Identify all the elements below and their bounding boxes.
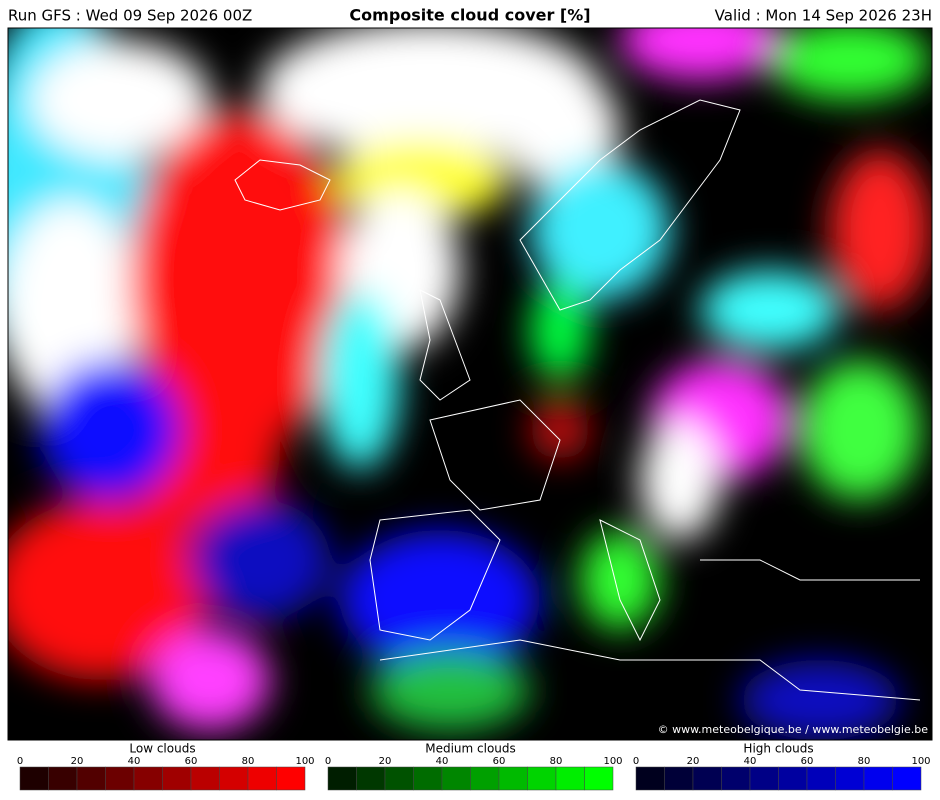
legend-swatch <box>584 766 614 791</box>
legend-swatch <box>19 766 49 791</box>
legend-swatch <box>384 766 414 791</box>
legend-tick-label: 60 <box>801 756 814 767</box>
legend-tick-label: 100 <box>295 756 314 767</box>
legend-swatch <box>498 766 528 791</box>
legend-swatch <box>441 766 471 791</box>
legend-tick-label: 40 <box>128 756 141 767</box>
credit: © www.meteobelgique.be / www.meteobelgie… <box>658 723 929 736</box>
legend-swatch <box>892 766 922 791</box>
legend-title: Low clouds <box>129 742 195 756</box>
legend-tick-label: 0 <box>325 756 331 767</box>
legend-tick-label: 0 <box>633 756 639 767</box>
legend-tick-label: 80 <box>550 756 563 767</box>
legend-swatch <box>133 766 163 791</box>
legend-swatch <box>190 766 220 791</box>
legend-tick-label: 60 <box>185 756 198 767</box>
map-frame <box>7 27 933 741</box>
legend-swatch <box>247 766 277 791</box>
cloud-map <box>8 28 932 740</box>
legend-swatch <box>835 766 865 791</box>
legends: Low clouds 0 20 40 60 80 100 Medium clouds 0 20 40… <box>17 742 931 791</box>
legend-title: Medium clouds <box>425 742 516 756</box>
legend-swatch <box>327 766 357 791</box>
legend-tick-label: 20 <box>687 756 700 767</box>
legend-tick-label: 100 <box>603 756 622 767</box>
legend-swatch <box>48 766 78 791</box>
legend-tick-label: 20 <box>379 756 392 767</box>
legend-tick-label: 60 <box>493 756 506 767</box>
legend-swatch <box>470 766 500 791</box>
legend-swatch <box>162 766 192 791</box>
legend-swatch <box>527 766 557 791</box>
legend-swatch <box>664 766 694 791</box>
legend-swatch <box>413 766 443 791</box>
legend-swatch <box>778 766 808 791</box>
run-info: Run GFS : Wed 09 Sep 2026 00Z <box>8 7 252 25</box>
legend-swatch <box>356 766 386 791</box>
legend-tick-label: 40 <box>436 756 449 767</box>
map-title: Composite cloud cover [%] <box>349 6 590 25</box>
valid-info: Valid : Mon 14 Sep 2026 23H <box>715 7 932 25</box>
legend-swatch <box>721 766 751 791</box>
legend-tick-label: 40 <box>744 756 757 767</box>
legend-swatch <box>76 766 106 791</box>
legend-swatch <box>276 766 306 791</box>
legend-swatch <box>635 766 665 791</box>
legend-tick-label: 100 <box>911 756 930 767</box>
legend-swatch <box>692 766 722 791</box>
legend-tick-label: 20 <box>71 756 84 767</box>
legend-swatch <box>806 766 836 791</box>
legend-tick-label: 0 <box>17 756 23 767</box>
legend-tick-label: 80 <box>858 756 871 767</box>
legend-swatch <box>863 766 893 791</box>
legend-tick-label: 80 <box>242 756 255 767</box>
legend-swatch <box>105 766 135 791</box>
legend-swatch <box>749 766 779 791</box>
legend-swatch <box>555 766 585 791</box>
legend-swatch <box>219 766 249 791</box>
legend-title: High clouds <box>743 742 813 756</box>
